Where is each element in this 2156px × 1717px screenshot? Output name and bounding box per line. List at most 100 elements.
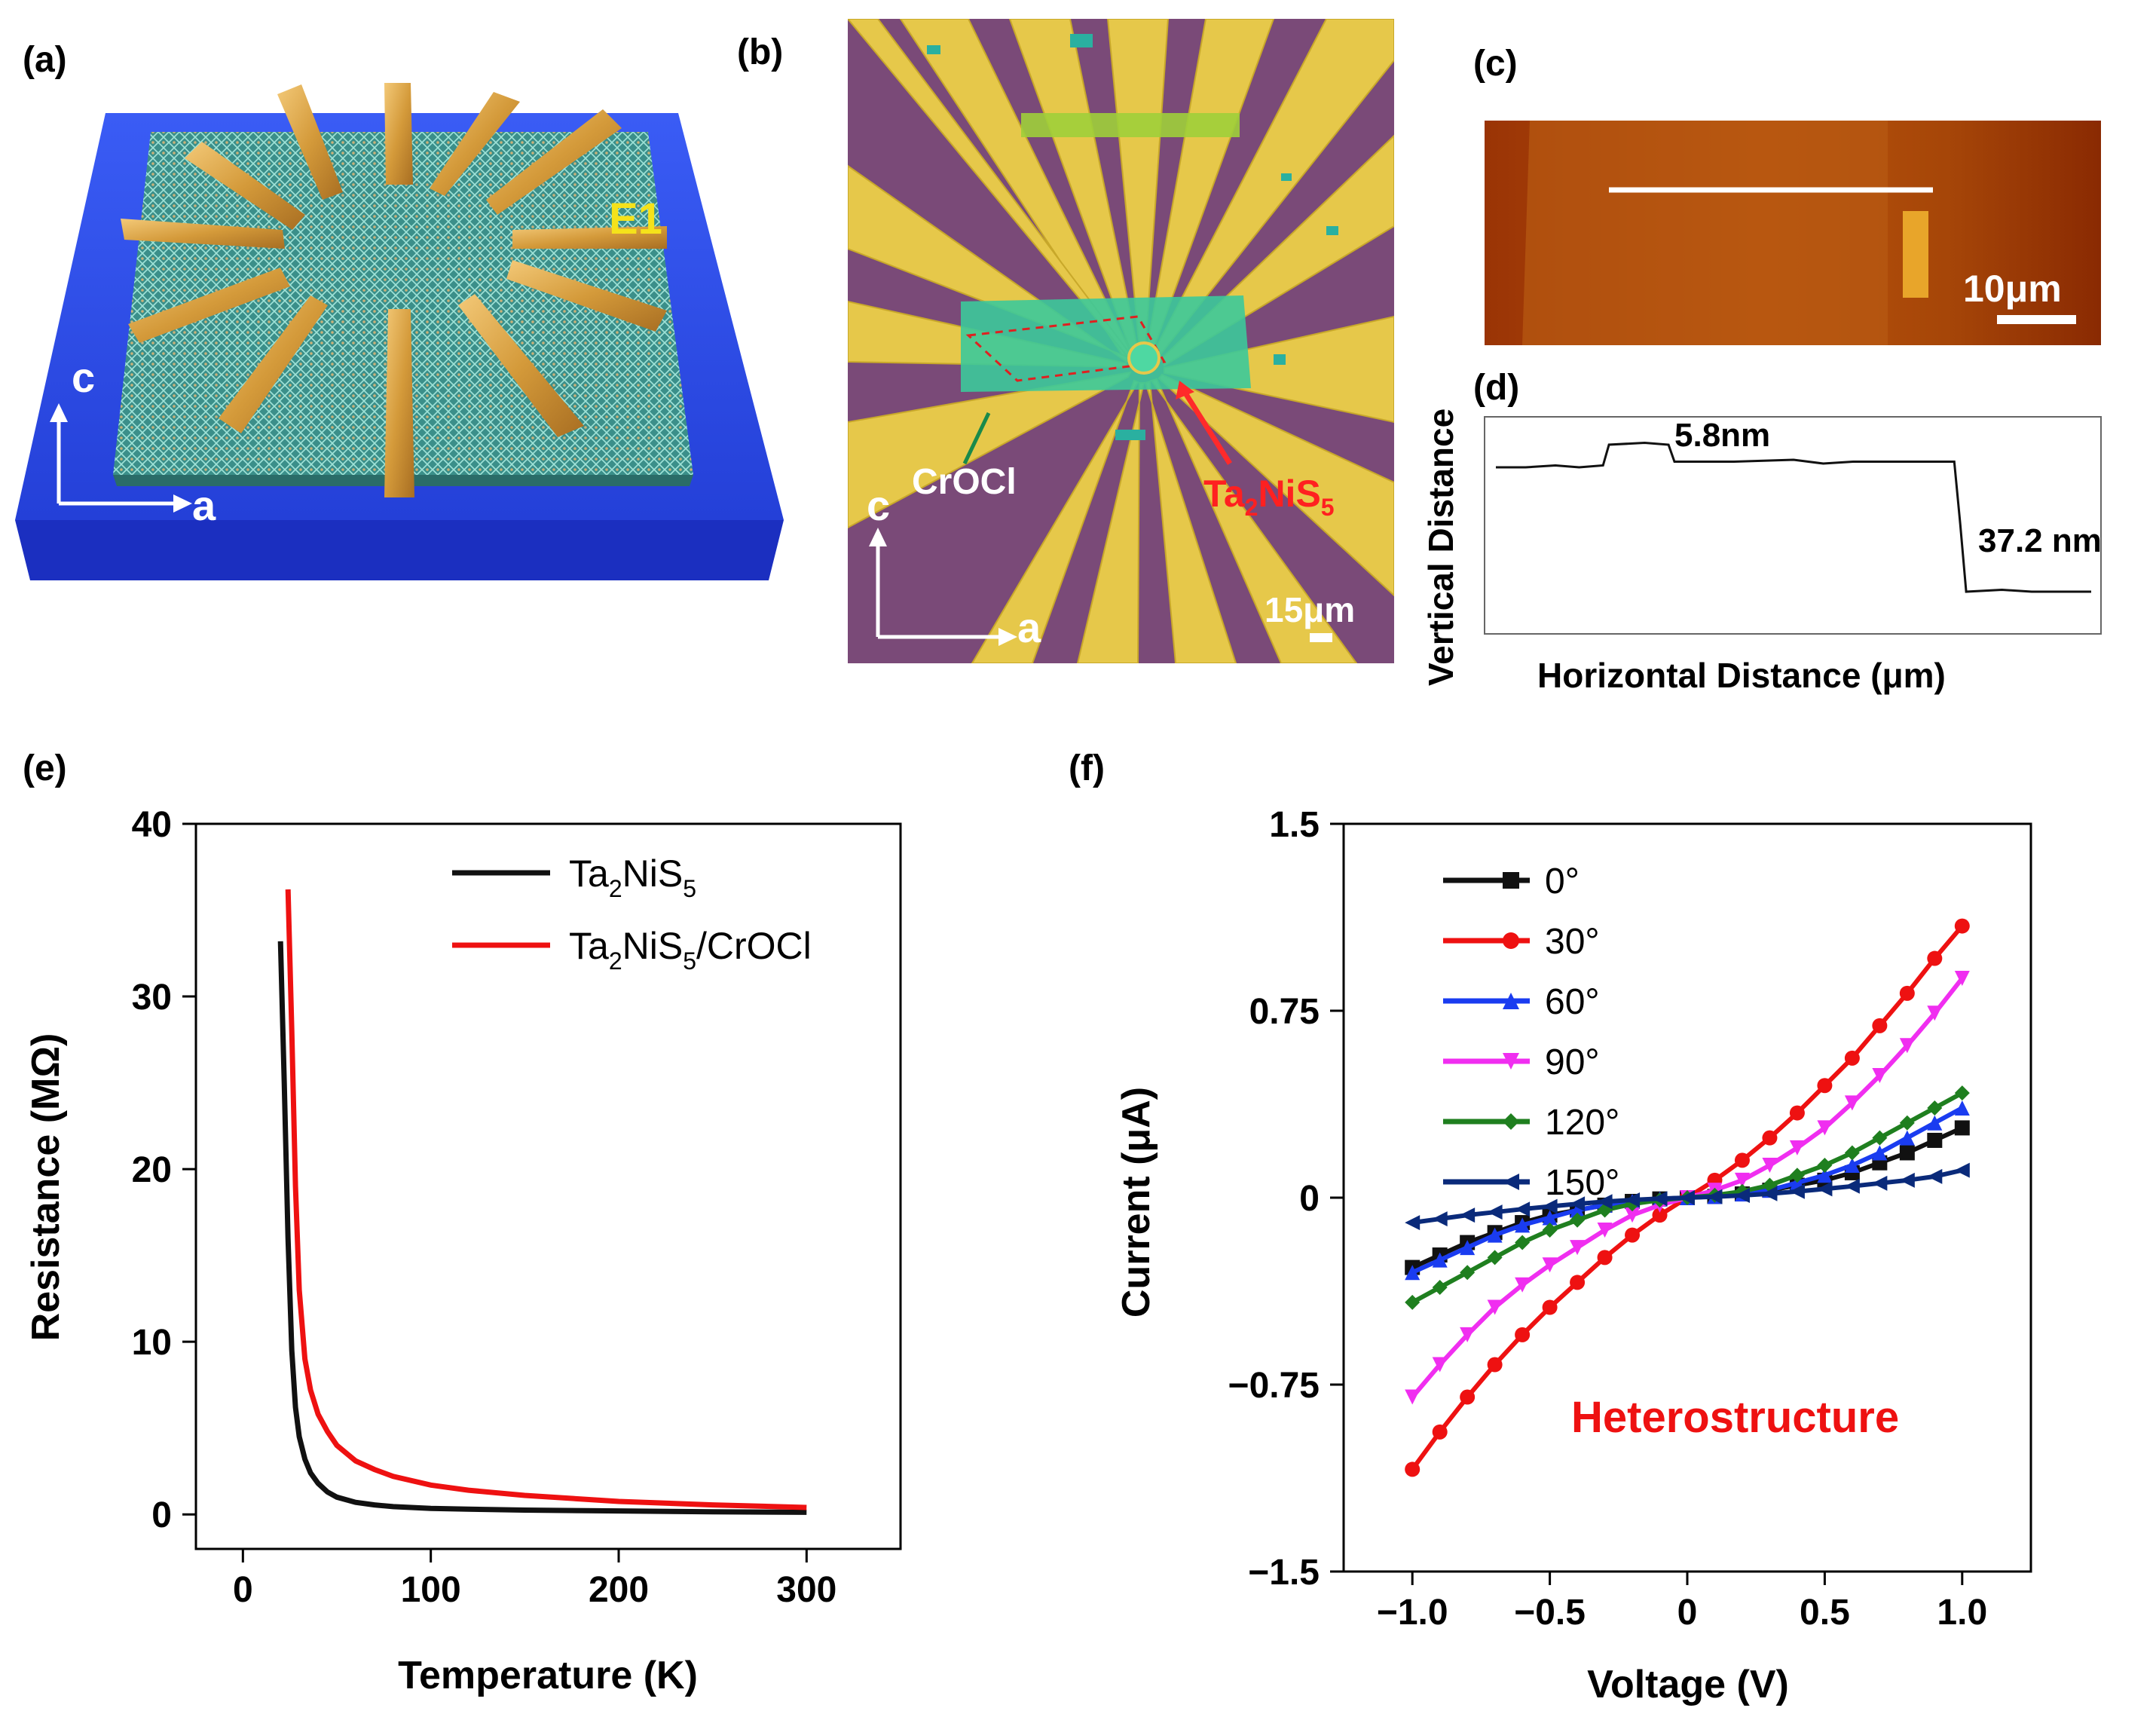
- chart-f-point: [1680, 1190, 1695, 1205]
- electrode-3: [185, 142, 305, 230]
- electrodes: [121, 83, 667, 497]
- electrode-10: [512, 226, 667, 249]
- chart-e-xtick-label: 300: [776, 1570, 836, 1610]
- chart-f-ylabel: Current (μA): [1115, 1087, 1158, 1318]
- panel-e-label: (e): [23, 748, 67, 788]
- electrode-6: [219, 295, 328, 433]
- chart-f-ticks: −1.0 −0.5 0 0.5 1.0 1.5 0.75 0 −0.75 −1.5: [1228, 805, 1988, 1633]
- chart-f-legend-label: 30°: [1545, 922, 1600, 962]
- center-contact: [1127, 341, 1161, 375]
- chart-f-ytick-label: −1.5: [1248, 1553, 1320, 1593]
- chart-f-legend-marker: [1503, 932, 1519, 949]
- profile-trace: [1496, 441, 2091, 593]
- chart-f-point: [1597, 1222, 1613, 1238]
- electrode-9: [506, 260, 667, 332]
- chart-f-point: [1899, 1172, 1915, 1188]
- chart-f-point: [1789, 1140, 1805, 1155]
- chart-f-point: [1844, 1158, 1860, 1174]
- chart-e-frame: [194, 822, 902, 1550]
- electrode-12: [430, 92, 520, 196]
- panel-f-label: (f): [1069, 748, 1105, 788]
- chart-f-point: [1927, 1168, 1943, 1184]
- chart-f-point: [1405, 1389, 1421, 1405]
- electrode-2: [277, 84, 343, 200]
- chart-f-point: [1405, 1294, 1421, 1310]
- chart-f-point: [1405, 1215, 1421, 1231]
- profile-xlabel: Horizontal Distance (μm): [1537, 656, 1946, 695]
- chart-f-point: [1762, 1130, 1778, 1146]
- chart-f-point: [1542, 1299, 1558, 1315]
- scale-bar-c: [1997, 315, 2076, 324]
- chart-f-point: [1652, 1207, 1668, 1223]
- chart-f-point: [1432, 1280, 1448, 1296]
- chart-e-xtick-label: 0: [233, 1570, 253, 1610]
- crystal-axes-a: [50, 403, 192, 513]
- chart-f-point: [1954, 918, 1970, 934]
- chart-e-series: [277, 889, 807, 1515]
- chart-f-point: [1817, 1181, 1833, 1197]
- ta2nis5-flake-outline: [965, 315, 1167, 382]
- chart-f-point: [1542, 1210, 1558, 1226]
- panel-f-iv-chart: (f) −1.0 −0.5 0 0.5 1.0 1.5 0.75 0 −0.75 −1.5 0° 3…: [1069, 748, 2032, 1706]
- chart-f-point: [1954, 1120, 1970, 1136]
- panel-e-resistance-chart: (e) 0 100 200 300 0 10 20 30 40 Ta2NiS5 Ta2NiS5/C…: [23, 748, 902, 1697]
- chart-f-point: [1817, 1158, 1833, 1174]
- chart-f-point: [1570, 1196, 1586, 1212]
- panel-b-label: (b): [737, 32, 783, 72]
- chart-f-legend-label: 90°: [1545, 1042, 1600, 1082]
- optical-electrodes: [848, 19, 1394, 663]
- chart-f-point: [1789, 1168, 1805, 1183]
- chart-f-point: [1570, 1275, 1586, 1290]
- chart-e-xtick-label: 200: [589, 1570, 649, 1610]
- chart-f-point: [1927, 950, 1943, 966]
- chart-f-point: [1844, 1095, 1860, 1111]
- chart-f-series: [1405, 918, 1970, 1477]
- crystal-axes-b: [869, 528, 1017, 646]
- chart-f-point: [1405, 1461, 1421, 1477]
- chart-f-point: [1899, 1115, 1915, 1131]
- panel-a-label: (a): [23, 40, 67, 80]
- chart-f-point: [1872, 1130, 1888, 1146]
- chart-f-point: [1432, 1211, 1448, 1227]
- ta2nis5-pointer-head: [1176, 381, 1194, 399]
- chart-f-point: [1817, 1120, 1833, 1136]
- chart-f-point: [1817, 1168, 1833, 1183]
- chart-f-legend-marker: [1503, 1053, 1519, 1070]
- chart-f-xtick-label: 0: [1677, 1593, 1698, 1633]
- chart-f-point: [1844, 1050, 1860, 1066]
- afm-flake-region: [1522, 121, 1888, 345]
- axis-label-a-b: a: [1017, 604, 1041, 651]
- chart-f-point: [1542, 1257, 1558, 1273]
- chart-f-point: [1734, 1172, 1750, 1188]
- scale-bar-c-label: 10μm: [1963, 268, 2062, 310]
- chart-f-annotation: Heterostructure: [1571, 1393, 1899, 1442]
- chart-f-point: [1432, 1252, 1448, 1268]
- chart-f-legend: 0° 30° 60° 90° 120° 150°: [1443, 862, 1619, 1203]
- chart-f-point: [1515, 1217, 1531, 1233]
- chart-f-point: [1625, 1192, 1641, 1207]
- optical-debris: [927, 34, 1338, 440]
- chart-f-ytick-label: 0.75: [1249, 992, 1320, 1032]
- chart-e-xlabel: Temperature (K): [398, 1654, 698, 1697]
- chart-f-point: [1625, 1207, 1641, 1223]
- chart-f-xtick-label: −1.0: [1377, 1593, 1448, 1633]
- chart-e-legend: Ta2NiS5 Ta2NiS5/CrOCl: [452, 852, 812, 975]
- axis-label-c-b: c: [867, 482, 890, 529]
- chart-f-point: [1927, 1005, 1943, 1021]
- chart-f-point: [1487, 1204, 1503, 1220]
- chart-f-point: [1597, 1250, 1613, 1266]
- scale-bar-b-label: 15μm: [1265, 590, 1355, 629]
- chart-f-point: [1515, 1277, 1531, 1293]
- chart-f-point: [1954, 971, 1970, 987]
- chart-e-ytick-label: 40: [132, 805, 172, 845]
- chart-e-legend-label: Ta2NiS5: [569, 852, 696, 902]
- chart-f-legend-label: 60°: [1545, 982, 1600, 1022]
- axis-label-a: a: [192, 482, 216, 529]
- scale-bar-b: [1310, 633, 1332, 642]
- chart-f-point: [1515, 1327, 1531, 1342]
- chart-f-point: [1652, 1191, 1668, 1207]
- chart-e-series-0: [277, 941, 807, 1515]
- chart-f-legend-marker: [1503, 993, 1519, 1009]
- electrode-8: [458, 294, 584, 437]
- chart-f-point: [1542, 1222, 1558, 1238]
